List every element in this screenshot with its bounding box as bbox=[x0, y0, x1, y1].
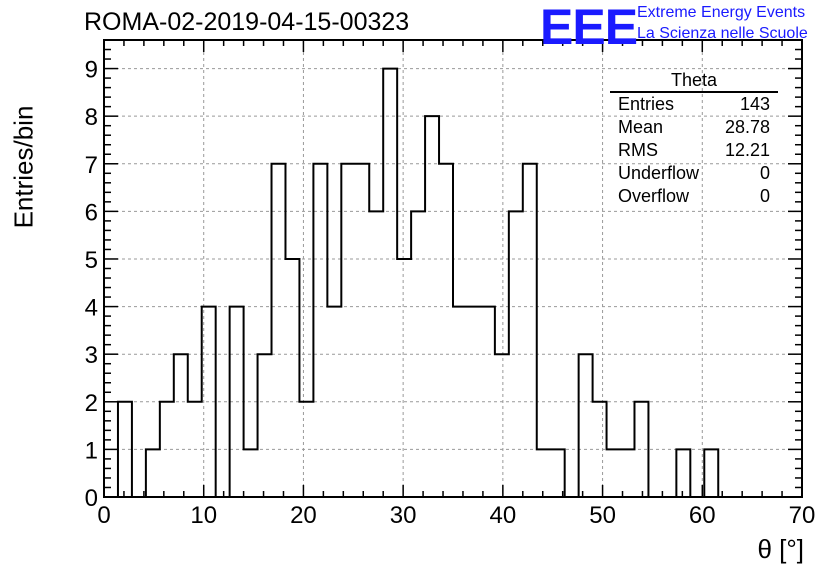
histogram-bin bbox=[607, 449, 621, 497]
histogram-bin bbox=[313, 164, 327, 497]
y-tick-label: 4 bbox=[85, 295, 98, 322]
x-tick-label: 60 bbox=[689, 502, 716, 529]
histogram-bin bbox=[285, 259, 299, 497]
eee-logo: EEE bbox=[540, 0, 638, 55]
stats-box: Theta Entries 143 Mean 28.78 RMS 12.21 Unde… bbox=[610, 70, 778, 208]
y-tick-label: 2 bbox=[85, 390, 98, 417]
histogram-bin bbox=[579, 354, 593, 497]
histogram-bin bbox=[258, 354, 272, 497]
histogram-bin bbox=[299, 402, 313, 497]
histogram-bin bbox=[272, 164, 286, 497]
histogram-bin bbox=[397, 259, 411, 497]
stats-row-entries: Entries 143 bbox=[618, 94, 770, 114]
x-tick-label: 30 bbox=[390, 502, 417, 529]
histogram-bin bbox=[439, 164, 453, 497]
y-tick-label: 5 bbox=[85, 247, 98, 274]
y-tick-label: 0 bbox=[85, 485, 98, 512]
histogram-bin bbox=[704, 449, 718, 497]
y-tick-label: 6 bbox=[85, 199, 98, 226]
x-tick-label: 20 bbox=[290, 502, 317, 529]
y-tick-label: 3 bbox=[85, 342, 98, 369]
histogram-bin bbox=[244, 449, 258, 497]
chart-title: ROMA-02-2019-04-15-00323 bbox=[84, 8, 410, 36]
y-tick-label: 9 bbox=[85, 57, 98, 84]
brand-line-1: Extreme Energy Events bbox=[637, 4, 806, 21]
histogram-bin bbox=[495, 354, 509, 497]
x-axis-label: θ [°] bbox=[757, 534, 804, 564]
histogram-bin bbox=[523, 164, 537, 497]
histogram-bin bbox=[676, 449, 690, 497]
x-tick-label: 10 bbox=[190, 502, 217, 529]
stats-row-overflow: Overflow 0 bbox=[618, 186, 770, 206]
histogram-bin bbox=[551, 449, 565, 497]
x-tick-label: 50 bbox=[589, 502, 616, 529]
y-tick-label: 1 bbox=[85, 437, 98, 464]
y-axis-label: Entries/bin bbox=[8, 105, 39, 229]
x-tick-label: 70 bbox=[789, 502, 816, 529]
stats-row-mean: Mean 28.78 bbox=[618, 117, 770, 137]
brand-text: Extreme Energy Events La Scienza nelle S… bbox=[637, 2, 808, 44]
histogram-bin bbox=[146, 449, 160, 497]
stats-row-rms: RMS 12.21 bbox=[618, 140, 770, 160]
histogram-bin bbox=[341, 164, 355, 497]
brand-line-2: La Scienza nelle Scuole bbox=[637, 25, 808, 42]
histogram-bin bbox=[383, 69, 397, 497]
histogram-bin bbox=[355, 164, 369, 497]
y-tick-label: 7 bbox=[85, 152, 98, 179]
stats-title: Theta bbox=[610, 70, 778, 93]
histogram-bin bbox=[537, 449, 551, 497]
histogram-bin bbox=[174, 354, 188, 497]
histogram-bin bbox=[621, 449, 635, 497]
x-tick-label: 40 bbox=[490, 502, 517, 529]
x-tick-label: 0 bbox=[97, 502, 110, 529]
y-tick-label: 8 bbox=[85, 104, 98, 131]
stats-row-underflow: Underflow 0 bbox=[618, 163, 770, 183]
